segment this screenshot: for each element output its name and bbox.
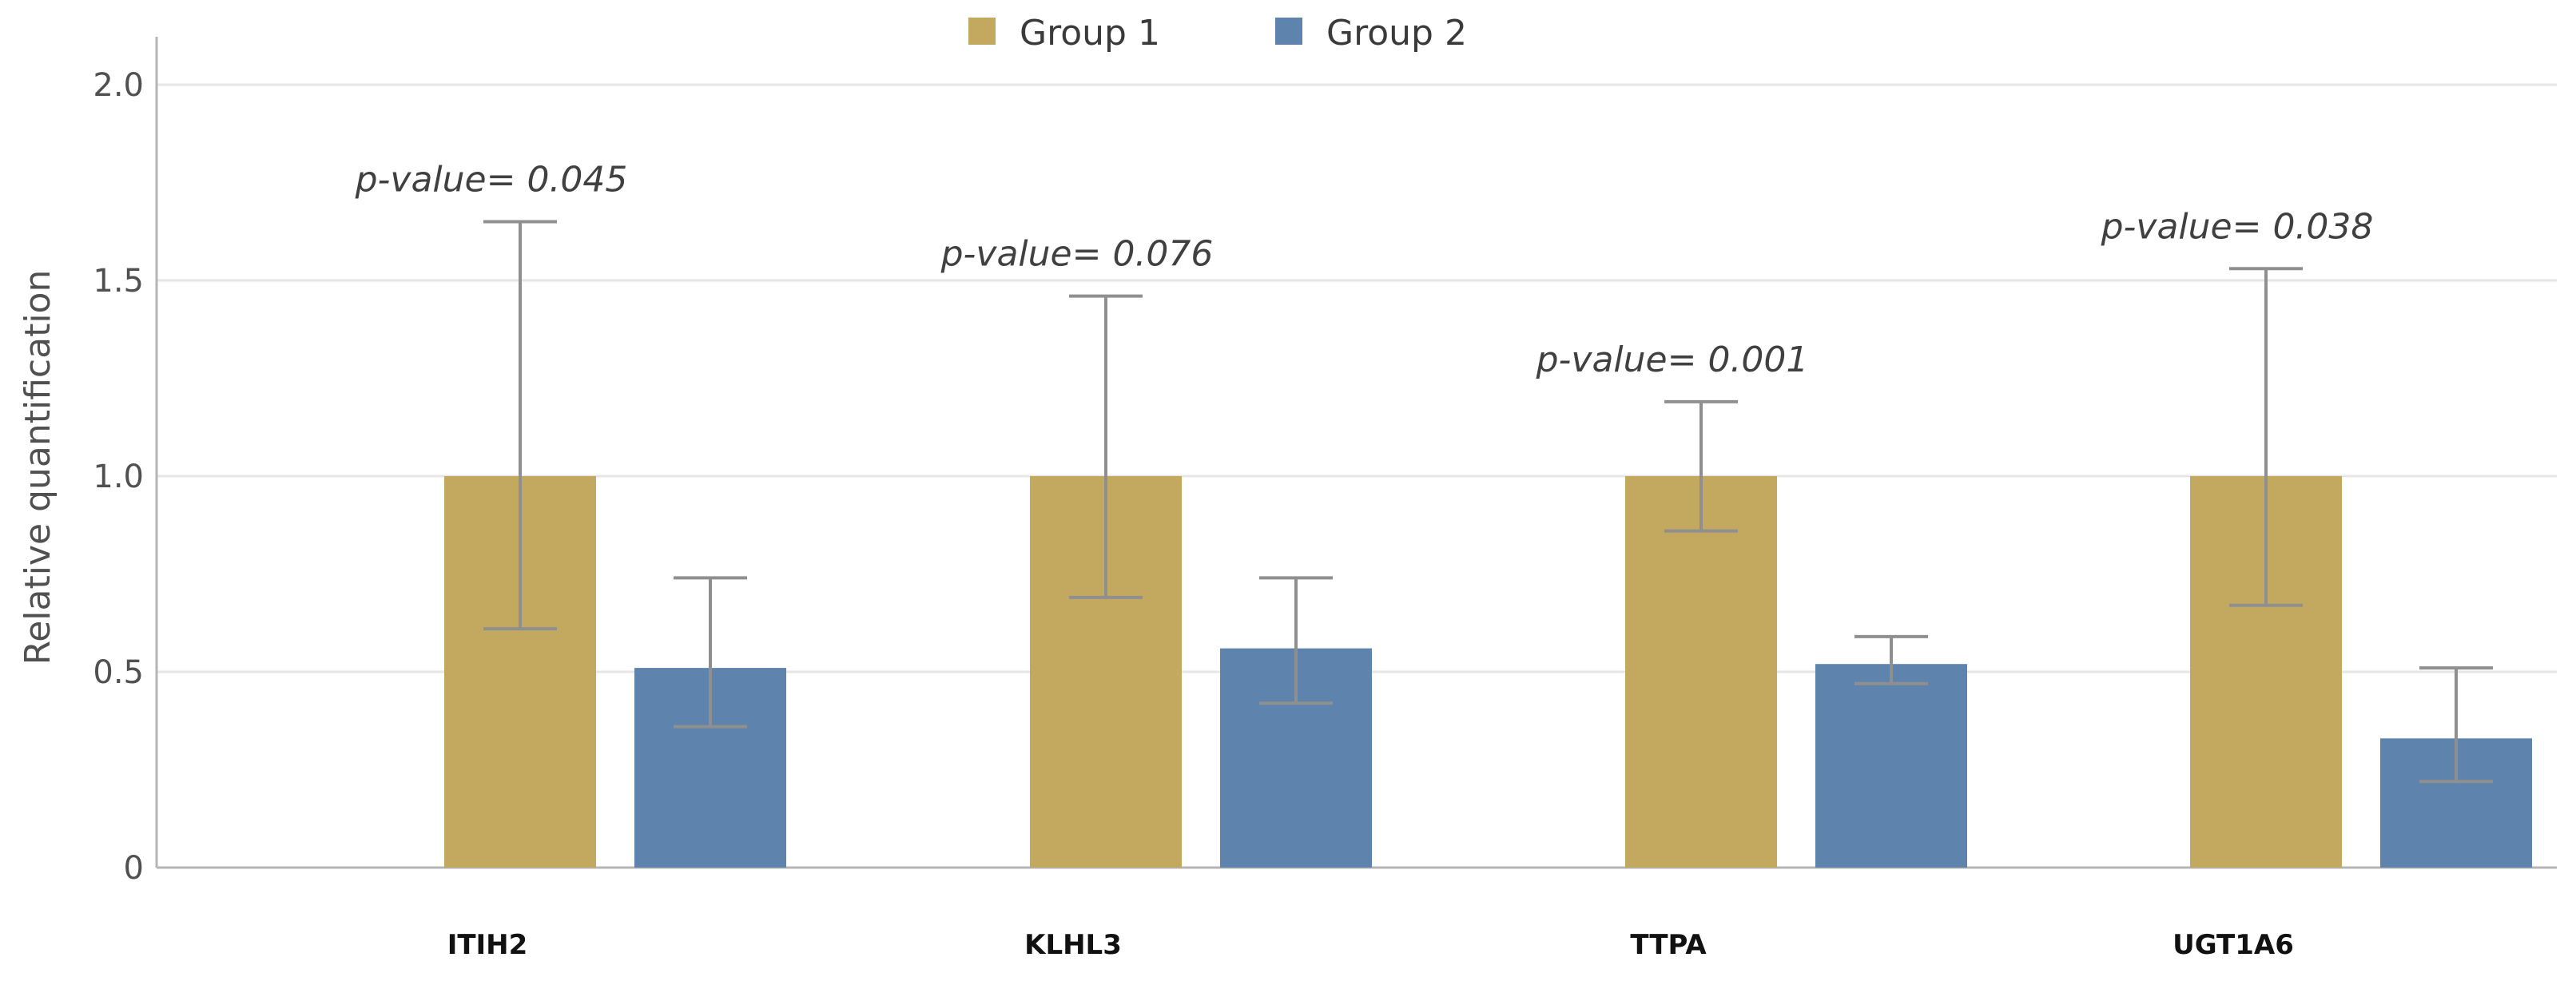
legend-swatch-group-1	[968, 18, 996, 45]
bar-ttpa-group-1	[1625, 476, 1777, 868]
y-tick-label: 1.0	[93, 459, 144, 495]
y-axis-title: Relative quantification	[18, 270, 58, 665]
y-tick-label: 0	[124, 850, 144, 887]
p-value-annotation-klhl3: p-value= 0.076	[940, 234, 1214, 275]
category-label-ttpa: TTPA	[1630, 929, 1707, 961]
legend-label-group-1: Group 1	[1020, 13, 1160, 54]
y-tick-label: 0.5	[93, 654, 144, 691]
category-label-itih2: ITIH2	[447, 929, 528, 961]
p-value-annotation-itih2: p-value= 0.045	[355, 160, 628, 201]
y-tick-label: 1.5	[93, 263, 144, 300]
bar-ttpa-group-2	[1815, 664, 1967, 868]
legend-label-group-2: Group 2	[1326, 13, 1467, 54]
p-value-annotation-ugt1a6: p-value= 0.038	[2101, 206, 2374, 247]
category-label-klhl3: KLHL3	[1024, 929, 1122, 961]
y-tick-label: 2.0	[93, 67, 144, 104]
p-value-annotation-ttpa: p-value= 0.001	[1536, 340, 1809, 380]
legend-swatch-group-2	[1275, 18, 1302, 45]
category-label-ugt1a6: UGT1A6	[2173, 929, 2294, 961]
